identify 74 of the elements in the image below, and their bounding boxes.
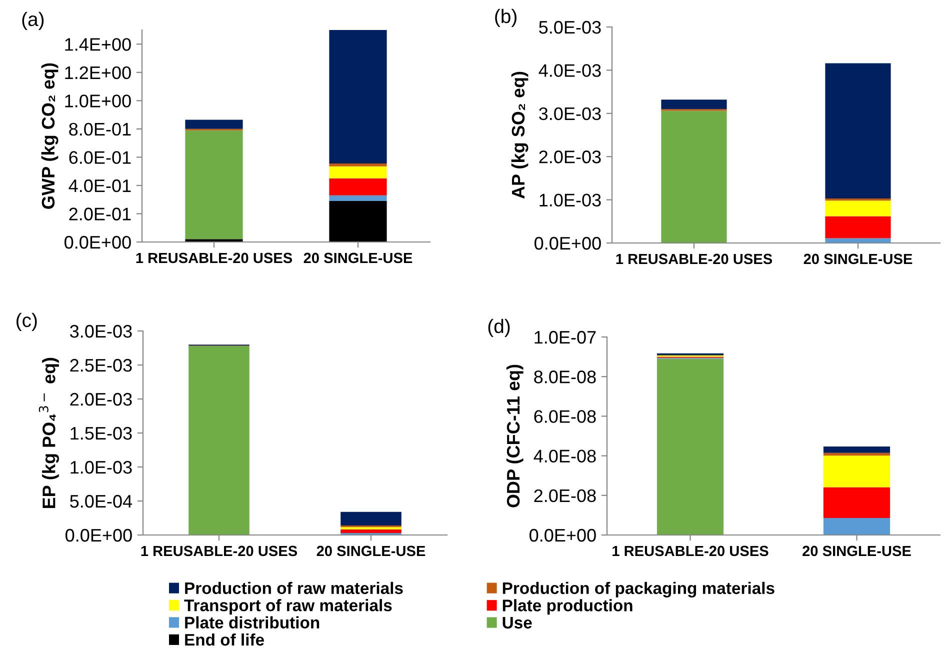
y-tick-label: 1.0E+00 [65, 94, 131, 108]
y-tick-label: 2.5E-03 [70, 358, 132, 372]
legend-label: Plate production [502, 599, 632, 615]
y-tick-label: 2.0E-08 [534, 489, 596, 502]
legend-label: End of life [185, 633, 264, 646]
legend-label: Production of raw materials [185, 582, 403, 594]
bar [661, 100, 727, 110]
y-tick-label: 1.0E-07 [534, 330, 596, 344]
legend-label: Production of packaging materials [502, 582, 774, 598]
y-tick-label: 3.0E-03 [70, 324, 132, 338]
bar [329, 166, 387, 178]
y-tick-label: 2.0E-03 [539, 150, 601, 164]
x-tick-label: 20 SINGLE-USE [804, 254, 912, 264]
bar [329, 30, 387, 164]
bar [825, 200, 891, 216]
bar [329, 195, 387, 202]
x-tick-label: 20 SINGLE-USE [802, 546, 911, 556]
bar [329, 178, 387, 196]
legend-label: Use [502, 616, 532, 629]
y-tick-label: 4.0E-08 [534, 450, 596, 463]
y-tick-label: 4.0E-03 [538, 64, 601, 77]
bar [825, 238, 891, 243]
y-tick-label: 1.0E-03 [70, 460, 132, 474]
y-tick-label: 4.0E-01 [68, 179, 131, 192]
bar [661, 110, 727, 243]
y-tick-label: 5.0E-04 [70, 494, 132, 508]
y-tick-label: 2.0E-01 [69, 208, 131, 220]
bar [656, 358, 724, 535]
bar [185, 120, 243, 129]
y-tick-label: 0.0E+00 [66, 528, 132, 542]
y-tick-label: 0.0E+00 [534, 236, 601, 250]
legend-label: Transport of raw materials [184, 599, 392, 615]
bar [823, 456, 890, 488]
x-tick-label: 1 REUSABLE-20 USES [141, 546, 298, 556]
y-tick-label: 1.5E-03 [70, 426, 132, 440]
legend-label: Plate distribution [185, 616, 320, 629]
bar [823, 518, 890, 535]
x-tick-label: 1 REUSABLE-20 USES [612, 546, 768, 556]
chart-title: (b) [495, 8, 516, 27]
bar [825, 63, 891, 199]
bar [340, 527, 402, 530]
bar [823, 446, 890, 453]
y-axis-title: AP (kg SO₂ eq) [511, 72, 528, 199]
bar [340, 530, 402, 533]
y-tick-label: 8.0E-01 [69, 122, 131, 136]
bar [823, 487, 890, 518]
y-tick-label: 8.0E-08 [534, 370, 596, 384]
x-tick-label: 1 REUSABLE-20 USES [136, 252, 292, 264]
x-tick-label: 20 SINGLE-USE [304, 252, 412, 264]
y-tick-label: 3.0E-03 [539, 107, 601, 120]
y-tick-label: 5.0E-03 [539, 20, 601, 34]
y-axis-title: EP (kg PO₄$^{3−}$ eq) [38, 358, 59, 508]
bar [329, 164, 387, 166]
chart-title: (a) [22, 12, 44, 30]
bar [185, 130, 243, 240]
y-axis-title: GWP (kg CO₂ eq) [41, 63, 58, 209]
bar [825, 216, 891, 238]
y-tick-label: 6.0E-01 [69, 151, 131, 164]
bar [188, 346, 250, 535]
y-tick-label: 1.4E+00 [65, 38, 131, 51]
chart-title: (d) [488, 318, 510, 337]
y-tick-label: 0.0E+00 [64, 236, 131, 249]
y-axis-title: ODP (CFC-11 eq) [506, 364, 524, 508]
bar [823, 452, 890, 456]
x-tick-label: 20 SINGLE-USE [316, 546, 426, 556]
y-tick-label: 1.2E+00 [65, 66, 131, 80]
y-tick-label: 6.0E-08 [534, 410, 596, 423]
bar [340, 512, 402, 526]
chart-title: (c) [16, 312, 37, 331]
bar [329, 201, 387, 242]
x-tick-label: 1 REUSABLE-20 USES [616, 254, 772, 264]
y-tick-label: 1.0E-03 [540, 194, 601, 207]
y-tick-label: 0.0E+00 [530, 528, 596, 542]
y-tick-label: 2.0E-03 [70, 392, 132, 406]
